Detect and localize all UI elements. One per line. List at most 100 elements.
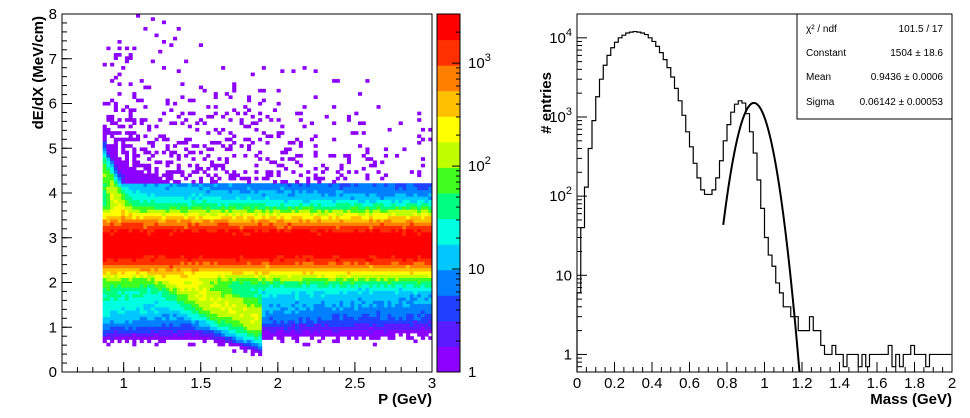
heatmap-cell [102,101,107,106]
heatmap-cell [295,336,300,340]
heatmap-cell [239,176,244,181]
heatmap-cell [243,332,248,337]
heatmap-cell [420,225,425,230]
heatmap-cell [313,287,318,292]
heatmap-cell [221,66,226,70]
heatmap-cell [102,316,107,321]
heatmap-cell [247,248,252,252]
heatmap-cell [302,189,307,194]
heatmap-cell [128,274,133,279]
heatmap-cell [180,82,185,86]
heatmap-cell [284,284,289,288]
heatmap-cell [180,238,185,243]
heatmap-cell [191,264,196,269]
heatmap-cell [110,235,115,239]
heatmap-cell [306,232,311,236]
heatmap-cell [113,121,118,126]
heatmap-cell [350,251,355,256]
heatmap-cell [154,196,159,200]
heatmap-cell [232,342,237,347]
heatmap-cell [280,306,285,311]
heatmap-cell [313,176,318,181]
heatmap-cell [113,303,118,308]
heatmap-cell [198,293,203,298]
heatmap-cell [113,209,118,213]
heatmap-cell [387,261,392,265]
heatmap-cell [239,183,244,187]
heatmap-cell [302,280,307,285]
heatmap-cell [202,339,207,344]
heatmap-cell [235,332,240,337]
heatmap-cell [317,196,322,200]
heatmap-cell [235,310,240,314]
heatmap-cell [261,66,266,70]
heatmap-cell [302,316,307,321]
heatmap-cell [265,241,270,246]
heatmap-cell [243,206,248,210]
heatmap-cell [198,209,203,213]
heatmap-cell [380,199,385,204]
heatmap-cell [413,297,418,301]
heatmap-cell [254,176,259,181]
heatmap-cell [383,245,388,249]
heatmap-cell [173,271,178,275]
heatmap-cell [309,238,314,243]
heatmap-cell [195,225,200,230]
heatmap-cell [132,339,137,344]
heatmap-cell [346,196,351,200]
heatmap-cell [143,274,148,279]
heatmap-cell [413,277,418,282]
heatmap-cell [365,248,370,252]
heatmap-cell [128,189,133,194]
heatmap-cell [332,212,337,217]
heatmap-cell [184,300,189,305]
heatmap-cell [254,189,259,194]
heatmap-cell [317,202,322,207]
heatmap-cell [417,303,422,308]
heatmap-cell [354,280,359,285]
heatmap-cell [309,329,314,334]
heatmap-cell [176,241,181,246]
heatmap-cell [332,293,337,298]
heatmap-cell [228,306,233,311]
heatmap-cell [346,316,351,321]
heatmap-cell [106,193,111,197]
heatmap-cell [380,225,385,230]
heatmap-cell [180,271,185,275]
heatmap-cell [139,267,144,272]
heatmap-cell [187,189,192,194]
heatmap-cell [358,241,363,246]
heatmap-cell [265,332,270,337]
heatmap-cell [180,329,185,334]
heatmap-cell [354,264,359,269]
heatmap-cell [150,225,155,230]
heatmap-cell [346,235,351,239]
heatmap-cell [387,319,392,324]
heatmap-cell [136,189,141,194]
heatmap-cell [158,235,163,239]
heatmap-cell [413,287,418,292]
heatmap-cell [128,114,133,119]
heatmap-cell [150,173,155,178]
heatmap-cell [350,254,355,259]
heatmap-cell [161,274,166,279]
heatmap-cell [284,248,289,252]
heatmap-cell [110,293,115,298]
heatmap-cell [398,329,403,334]
heatmap-cell [321,163,326,168]
heatmap-cell [372,323,377,327]
heatmap-cell [413,186,418,191]
heatmap-cell [128,206,133,210]
heatmap-cell [195,144,200,148]
heatmap-cell [261,258,266,262]
heatmap-cell [113,261,118,265]
heatmap-cell [161,215,166,220]
heatmap-cell [139,215,144,220]
heatmap-cell [110,277,115,282]
heatmap-cell [291,248,296,252]
heatmap-cell [354,336,359,340]
heatmap-cell [102,306,107,311]
heatmap-cell [335,196,340,200]
heatmap-cell [191,293,196,298]
heatmap-cell [380,284,385,288]
